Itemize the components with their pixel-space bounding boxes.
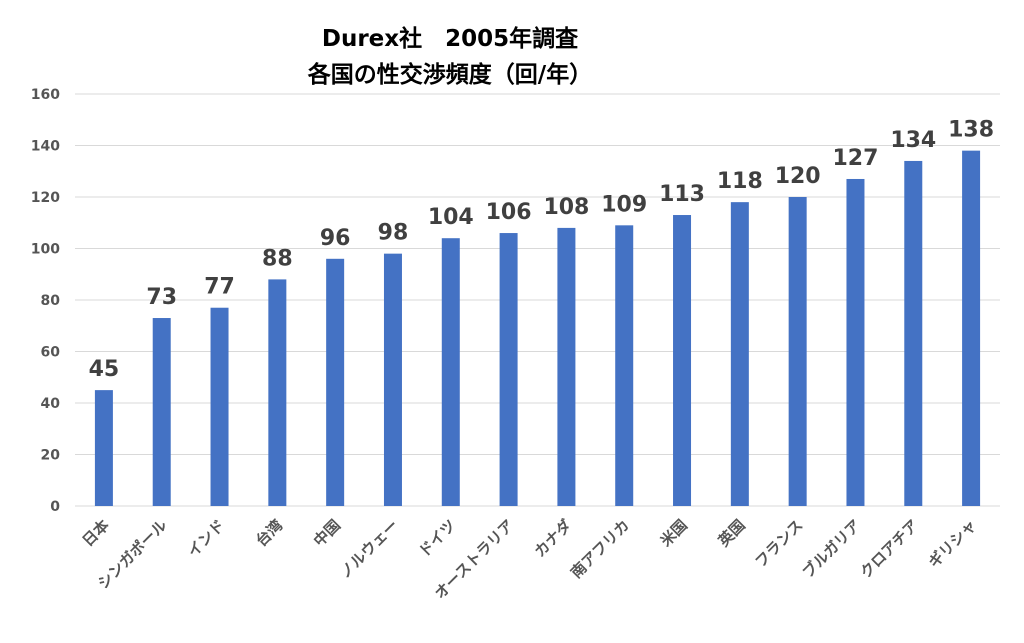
bar bbox=[268, 279, 287, 506]
data-label: 45 bbox=[89, 357, 120, 382]
data-label: 98 bbox=[378, 221, 409, 246]
data-label: 77 bbox=[204, 275, 235, 300]
bar bbox=[383, 253, 402, 506]
data-label: 127 bbox=[833, 146, 879, 171]
x-tick-label: ギリシャ bbox=[925, 516, 980, 571]
y-tick-label: 160 bbox=[31, 87, 60, 103]
x-tick-label: 英国 bbox=[715, 516, 749, 550]
x-tick-label: フランス bbox=[752, 516, 807, 571]
bar bbox=[326, 258, 345, 506]
data-label: 120 bbox=[775, 164, 821, 189]
data-label: 108 bbox=[543, 195, 589, 220]
data-label: 106 bbox=[486, 200, 532, 225]
y-tick-label: 40 bbox=[41, 396, 61, 412]
x-tick-label: 中国 bbox=[310, 516, 344, 550]
bar bbox=[210, 307, 229, 506]
data-label: 104 bbox=[428, 205, 474, 230]
x-tick-label: ブルガリア bbox=[799, 516, 864, 581]
bars bbox=[94, 150, 981, 507]
bar bbox=[730, 202, 749, 506]
chart-title-line-2: 各国の性交渉頻度（回/年） bbox=[307, 61, 592, 88]
y-tick-label: 20 bbox=[41, 448, 61, 464]
chart-title-line-1: Durex社 2005年調査 bbox=[322, 25, 578, 52]
data-label: 73 bbox=[146, 285, 177, 310]
bar bbox=[962, 150, 981, 506]
data-label: 138 bbox=[948, 118, 994, 143]
bar bbox=[846, 178, 865, 506]
y-tick-label: 140 bbox=[31, 139, 60, 155]
y-tick-label: 120 bbox=[31, 190, 60, 206]
data-label: 109 bbox=[601, 192, 647, 217]
gridlines bbox=[75, 93, 1000, 507]
bar bbox=[904, 160, 923, 506]
bar bbox=[788, 197, 807, 506]
data-labels: 45 73 77 88 96 98 104 106 108 109 113 118 120 127 134 1… bbox=[89, 118, 994, 382]
x-tick-label: 日本 bbox=[79, 516, 113, 550]
x-tick-label: 台湾 bbox=[252, 516, 286, 550]
x-tick-label: ノルウェー bbox=[336, 516, 402, 582]
bar bbox=[441, 238, 460, 506]
data-label: 88 bbox=[262, 246, 293, 271]
y-tick-label: 60 bbox=[41, 345, 61, 361]
x-tick-label: クロアチア bbox=[857, 516, 923, 582]
bar bbox=[152, 318, 171, 506]
y-axis-ticks: 0 20 40 60 80 100 120 140 160 bbox=[31, 87, 60, 515]
data-label: 113 bbox=[659, 182, 705, 207]
data-label: 134 bbox=[890, 128, 936, 153]
x-tick-label: インド bbox=[184, 516, 229, 561]
y-tick-label: 0 bbox=[50, 499, 60, 515]
bar bbox=[557, 227, 576, 506]
x-tick-label: ドイツ bbox=[415, 516, 460, 561]
x-tick-label: 南アフリカ bbox=[567, 516, 633, 582]
x-tick-label: カナダ bbox=[531, 516, 576, 561]
bar bbox=[499, 233, 518, 507]
y-tick-label: 100 bbox=[31, 242, 60, 258]
bar bbox=[673, 215, 692, 506]
bar bbox=[615, 225, 634, 506]
data-label: 96 bbox=[320, 226, 351, 251]
x-tick-label: 米国 bbox=[657, 516, 691, 550]
data-label: 118 bbox=[717, 169, 763, 194]
bar bbox=[94, 390, 113, 506]
y-tick-label: 80 bbox=[41, 293, 61, 309]
